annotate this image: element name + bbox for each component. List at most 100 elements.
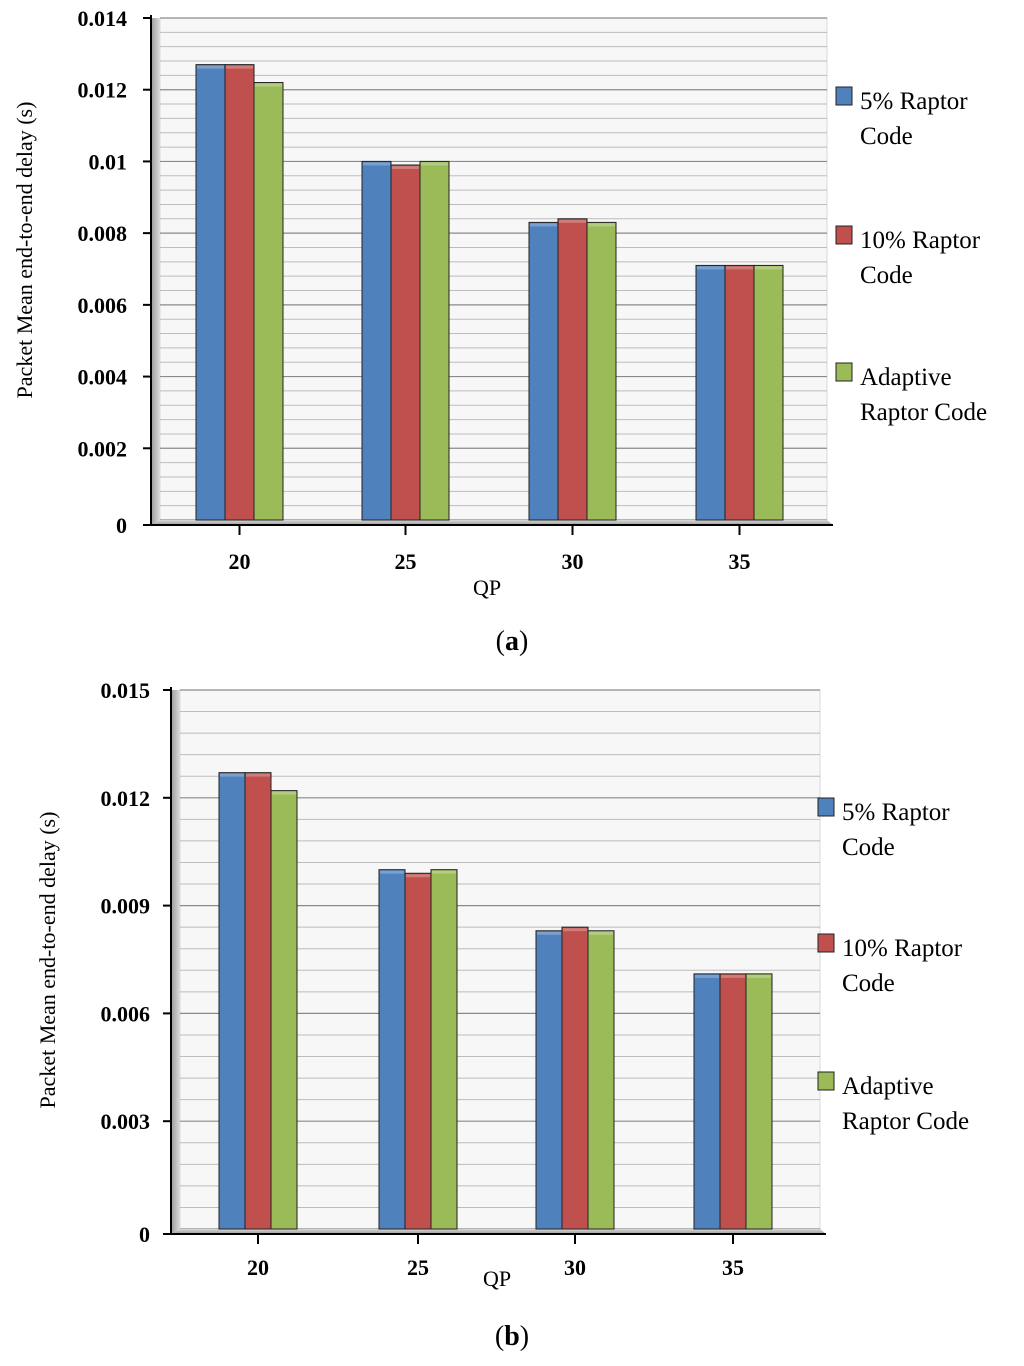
y-tick-label: 0.006 (78, 293, 128, 318)
chart-a: 0 0.002 0.004 0.006 0.008 0.01 0.012 0.014 20 25 3… (12, 6, 987, 657)
y-axis-title: Packet Mean end-to-end delay (s) (12, 102, 37, 399)
legend-label: Code (860, 262, 913, 289)
legend-label: 5% Raptor (842, 799, 950, 826)
y-tick-label: 0 (139, 1222, 150, 1247)
side-wall (151, 18, 160, 525)
caption-paren: ) (520, 1321, 529, 1352)
bar-top-highlight (530, 223, 557, 227)
x-axis-title: QP (473, 575, 501, 600)
x-tick-label: 30 (562, 549, 584, 574)
bar-10-raptor-code-qp35 (719, 973, 747, 1230)
figure-caption: (b) (495, 1321, 529, 1352)
bar-10-raptor-code-qp25 (390, 164, 421, 521)
bar-top-highlight (421, 162, 448, 166)
legend-label: Code (842, 970, 895, 997)
bar-5-raptor-code-qp30 (528, 221, 559, 521)
bar-5-raptor-code-qp25 (361, 160, 392, 521)
caption-letter: b (504, 1321, 520, 1352)
chart-b: 0 0.003 0.006 0.009 0.012 0.015 20 25 30 35 QP Pack… (35, 678, 969, 1352)
x-tick-label: 20 (229, 549, 251, 574)
y-tick-label: 0.01 (89, 149, 128, 174)
bar-top-highlight (272, 791, 296, 795)
x-tick-label: 35 (729, 549, 751, 574)
bar-10-raptor-code-qp35 (724, 264, 755, 521)
legend-swatch (817, 933, 835, 953)
caption-paren: ) (519, 626, 528, 657)
y-tick-label: 0.012 (101, 786, 151, 811)
bar-top-highlight (363, 162, 390, 166)
y-tick-label: 0.006 (101, 1001, 151, 1026)
bar-top-highlight (432, 870, 456, 874)
legend-swatch (835, 225, 853, 245)
bar-10-raptor-code-qp30 (561, 926, 589, 1230)
legend-label: 10% Raptor (842, 935, 963, 962)
bar-top-highlight (380, 870, 404, 874)
bar-top-highlight (697, 266, 724, 270)
bar-adaptive-raptor-code-qp25 (419, 160, 450, 521)
y-tick-label: 0.014 (78, 6, 128, 31)
y-tick-label: 0.009 (101, 894, 151, 919)
caption-paren: ( (495, 1321, 504, 1352)
legend-swatch (835, 86, 853, 106)
bar-top-highlight (537, 931, 561, 935)
bar-5-raptor-code-qp35 (693, 973, 721, 1230)
legend-label: Adaptive (860, 364, 952, 391)
bar-top-highlight (559, 219, 586, 223)
bar-top-highlight (747, 974, 771, 978)
bar-adaptive-raptor-code-qp30 (587, 930, 615, 1230)
y-tick-label: 0.002 (78, 436, 128, 461)
x-axis-title: QP (483, 1266, 511, 1291)
legend-label: Adaptive (842, 1073, 934, 1100)
bar-top-highlight (255, 83, 282, 87)
bar-adaptive-raptor-code-qp20 (253, 82, 284, 521)
floor (151, 520, 833, 525)
legend-label: Code (842, 834, 895, 861)
floor (171, 1229, 826, 1234)
bar-top-highlight (220, 773, 244, 777)
bar-top-highlight (588, 223, 615, 227)
figure-caption: (a) (496, 626, 529, 657)
side-wall (171, 690, 180, 1234)
bar-top-highlight (226, 65, 253, 69)
y-tick-label: 0.008 (78, 221, 128, 246)
legend-swatch (817, 797, 835, 817)
bar-adaptive-raptor-code-qp35 (745, 973, 773, 1230)
caption-paren: ( (496, 626, 505, 657)
legend-label: 10% Raptor (860, 227, 981, 254)
bar-top-highlight (392, 166, 419, 170)
legend-swatch (817, 1071, 835, 1091)
bar-5-raptor-code-qp35 (695, 264, 726, 521)
y-tick-label: 0.012 (78, 78, 128, 103)
bar-top-highlight (406, 874, 430, 878)
bar-10-raptor-code-qp25 (404, 872, 432, 1230)
y-tick-label: 0.015 (101, 678, 151, 703)
x-tick-label: 20 (247, 1255, 269, 1280)
y-tick-label: 0.004 (78, 365, 128, 390)
caption-letter: a (505, 626, 519, 657)
bar-top-highlight (726, 266, 753, 270)
y-tick-label: 0 (116, 513, 127, 538)
bar-top-highlight (721, 974, 745, 978)
bar-adaptive-raptor-code-qp35 (753, 264, 784, 521)
bar-top-highlight (755, 266, 782, 270)
x-tick-label: 35 (722, 1255, 744, 1280)
bar-5-raptor-code-qp20 (218, 772, 246, 1230)
bar-5-raptor-code-qp20 (195, 64, 226, 521)
bar-top-highlight (695, 974, 719, 978)
bar-5-raptor-code-qp25 (378, 869, 406, 1230)
bar-10-raptor-code-qp20 (224, 64, 255, 521)
y-tick-label: 0.003 (101, 1109, 151, 1134)
legend-label: Raptor Code (860, 399, 987, 426)
legend-label: Raptor Code (842, 1108, 969, 1135)
bar-5-raptor-code-qp30 (535, 930, 563, 1230)
bar-10-raptor-code-qp30 (557, 218, 588, 521)
bar-top-highlight (589, 931, 613, 935)
x-tick-label: 30 (564, 1255, 586, 1280)
bar-adaptive-raptor-code-qp20 (270, 790, 298, 1230)
y-axis-title: Packet Mean end-to-end delay (s) (35, 812, 60, 1109)
legend-label: 5% Raptor (860, 88, 968, 115)
bar-10-raptor-code-qp20 (244, 772, 272, 1230)
bar-top-highlight (563, 928, 587, 932)
bar-adaptive-raptor-code-qp30 (586, 221, 617, 521)
